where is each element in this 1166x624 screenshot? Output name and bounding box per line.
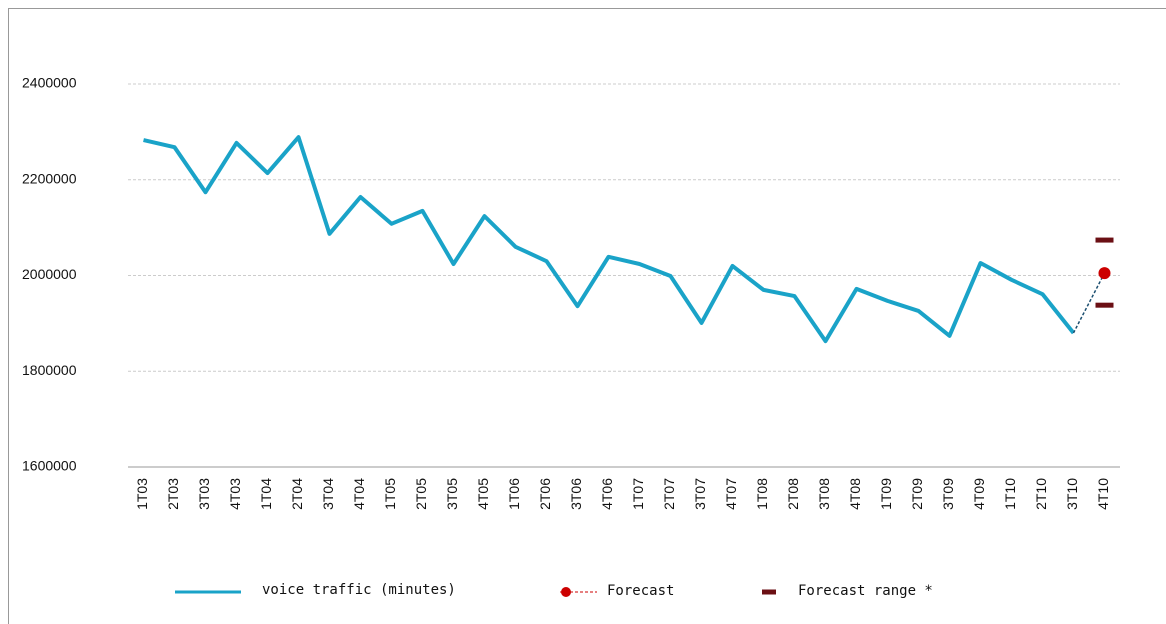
y-tick-label: 1800000 [22,362,77,378]
x-tick-label: 1T03 [134,478,150,510]
legend-forecast-marker [561,587,571,597]
x-tick-label: 2T09 [909,478,925,510]
legend-range-mark [762,589,776,595]
x-tick-label: 1T10 [1002,478,1018,510]
x-tick-label: 3T03 [196,478,212,510]
x-tick-label: 4T09 [971,478,987,510]
legend-label: Forecast range * [798,583,933,599]
x-tick-label: 4T05 [475,478,491,510]
forecast-line [1072,272,1106,334]
x-tick-label: 1T09 [878,478,894,510]
x-tick-label: 1T08 [754,478,770,510]
x-tick-label: 1T05 [382,478,398,510]
y-tick-label: 2200000 [22,170,77,186]
y-tick-label: 2000000 [22,266,77,282]
x-tick-label: 3T09 [940,478,956,510]
x-tick-label: 4T04 [351,478,367,510]
x-tick-label: 3T05 [444,478,460,510]
x-tick-label: 2T03 [165,478,181,510]
forecast-range-mark [1095,302,1114,308]
legend-label: Forecast [607,583,674,599]
x-tick-label: 2T10 [1033,478,1049,510]
x-tick-label: 4T06 [599,478,615,510]
legend-label: voice traffic (minutes) [262,582,456,598]
x-tick-label: 3T07 [692,478,708,510]
frame [8,8,1166,624]
y-tick-label: 1600000 [22,458,77,474]
forecast-range-mark [1095,237,1114,243]
x-tick-label: 3T10 [1064,478,1080,510]
x-tick-label: 4T08 [847,478,863,510]
x-tick-label: 2T08 [785,478,801,510]
x-tick-label: 1T06 [506,478,522,510]
y-tick-label: 2400000 [22,75,77,91]
x-tick-label: 1T07 [630,478,646,510]
x-tick-label: 1T04 [258,478,274,510]
x-tick-label: 3T08 [816,478,832,510]
x-tick-label: 2T04 [289,478,305,510]
x-tick-label: 2T05 [413,478,429,510]
x-tick-label: 3T06 [568,478,584,510]
x-tick-label: 3T04 [320,478,336,510]
x-tick-label: 2T07 [661,478,677,510]
x-tick-label: 4T03 [227,478,243,510]
x-tick-label: 2T06 [537,478,553,510]
x-tick-label: 4T10 [1095,478,1111,510]
forecast-marker [1098,267,1111,280]
series-line [143,135,1076,344]
x-tick-label: 4T07 [723,478,739,510]
